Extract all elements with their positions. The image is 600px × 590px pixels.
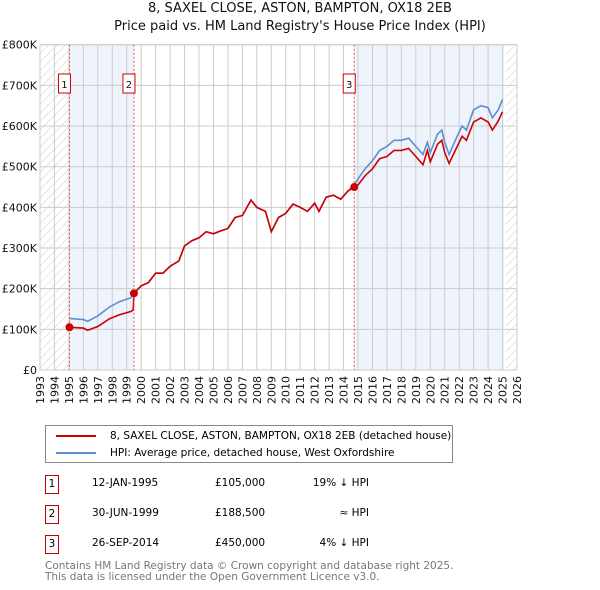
sale-date: 30-JUN-1999 [92,507,159,519]
property-price-line [69,111,504,332]
sale-label: 3 [346,80,352,91]
x-tick-label: 2026 [511,376,524,404]
x-tick-label: 2003 [179,376,192,404]
sale-point [350,183,359,192]
sale-number: 1 [45,475,59,494]
sale-number: 3 [45,535,59,554]
x-tick-label: 2018 [395,376,408,404]
legend-swatch-blue [56,452,96,454]
sale-date: 26-SEP-2014 [92,537,160,549]
sale-point [129,289,138,298]
x-tick-label: 2017 [381,376,394,404]
plot-border [39,44,518,371]
x-tick-label: 1999 [121,376,134,404]
x-tick-label: 2016 [366,376,379,404]
x-tick-label: 1997 [92,376,105,404]
x-tick-label: 2014 [338,376,351,404]
sale-point [65,323,74,332]
chart-title: 8, SAXEL CLOSE, ASTON, BAMPTON, OX18 2EB [148,1,452,16]
x-tick-label: 1993 [34,376,47,404]
x-tick-label: 2005 [207,376,220,404]
x-tick-label: 1995 [63,376,76,404]
sale-hpi-diff: 19% ↓ HPI [312,477,369,489]
sale-label: 2 [126,80,132,91]
legend-item-property: 8, SAXEL CLOSE, ASTON, BAMPTON, OX18 2EB… [56,428,451,444]
x-tick-label: 2006 [222,376,235,404]
x-tick-label: 2000 [135,376,148,404]
sale-number: 2 [45,505,59,524]
x-tick-label: 2002 [164,376,177,404]
y-tick-label: £100K [2,323,38,336]
table-row: 1 12-JAN-1995 £105,000 19% ↓ HPI [45,475,445,495]
x-tick-label: 2011 [294,376,307,404]
sale-price: £188,500 [215,507,266,519]
table-row: 3 26-SEP-2014 £450,000 4% ↓ HPI [45,535,445,555]
x-tick-label: 2001 [150,376,163,404]
x-tick-label: 2025 [497,376,510,404]
sale-price: £450,000 [215,537,266,549]
sale-price: £105,000 [215,477,266,489]
x-tick-label: 2008 [251,376,264,404]
sale-date: 12-JAN-1995 [92,477,159,489]
y-tick-label: £700K [2,79,38,92]
x-tick-label: 2012 [309,376,322,404]
x-tick-label: 1996 [77,376,90,404]
sale-label: 1 [61,80,67,91]
x-tick-label: 2022 [453,376,466,404]
x-tick-label: 2023 [468,376,481,404]
sale-label-box [57,73,71,94]
sale-hpi-diff: ≈ HPI [339,507,369,519]
legend-item-hpi: HPI: Average price, detached house, West… [56,445,395,461]
x-tick-label: 2007 [236,376,249,404]
x-tick-label: 2015 [352,376,365,404]
legend: 8, SAXEL CLOSE, ASTON, BAMPTON, OX18 2EB… [45,425,453,463]
x-tick-label: 2019 [410,376,423,404]
x-tick-label: 2013 [323,376,336,404]
x-tick-label: 1994 [48,376,61,404]
footer-licence: This data is licensed under the Open Gov… [45,571,380,583]
y-tick-label: £800K [2,39,38,52]
footer-copyright: Contains HM Land Registry data © Crown c… [45,560,454,572]
table-row: 2 30-JUN-1999 £188,500 ≈ HPI [45,505,445,525]
y-tick-label: £0 [23,364,37,377]
y-tick-label: £600K [2,120,38,133]
legend-label: 8, SAXEL CLOSE, ASTON, BAMPTON, OX18 2EB… [110,430,452,442]
y-tick-label: £200K [2,283,38,296]
y-tick-label: £500K [2,161,38,174]
sale-hpi-diff: 4% ↓ HPI [319,537,369,549]
sale-label-box [122,73,136,94]
x-tick-label: 2020 [424,376,437,404]
y-tick-label: £300K [2,242,38,255]
legend-label: HPI: Average price, detached house, West… [110,447,395,459]
legend-swatch-red [56,435,96,437]
sale-label-box [342,73,356,94]
x-tick-label: 2004 [193,376,206,404]
x-tick-label: 2024 [482,376,495,404]
x-tick-label: 2010 [280,376,293,404]
x-tick-label: 1998 [106,376,119,404]
x-tick-label: 2009 [265,376,278,404]
x-tick-label: 2021 [439,376,452,404]
y-tick-label: £400K [2,201,38,214]
chart-subtitle: Price paid vs. HM Land Registry's House … [114,19,486,34]
